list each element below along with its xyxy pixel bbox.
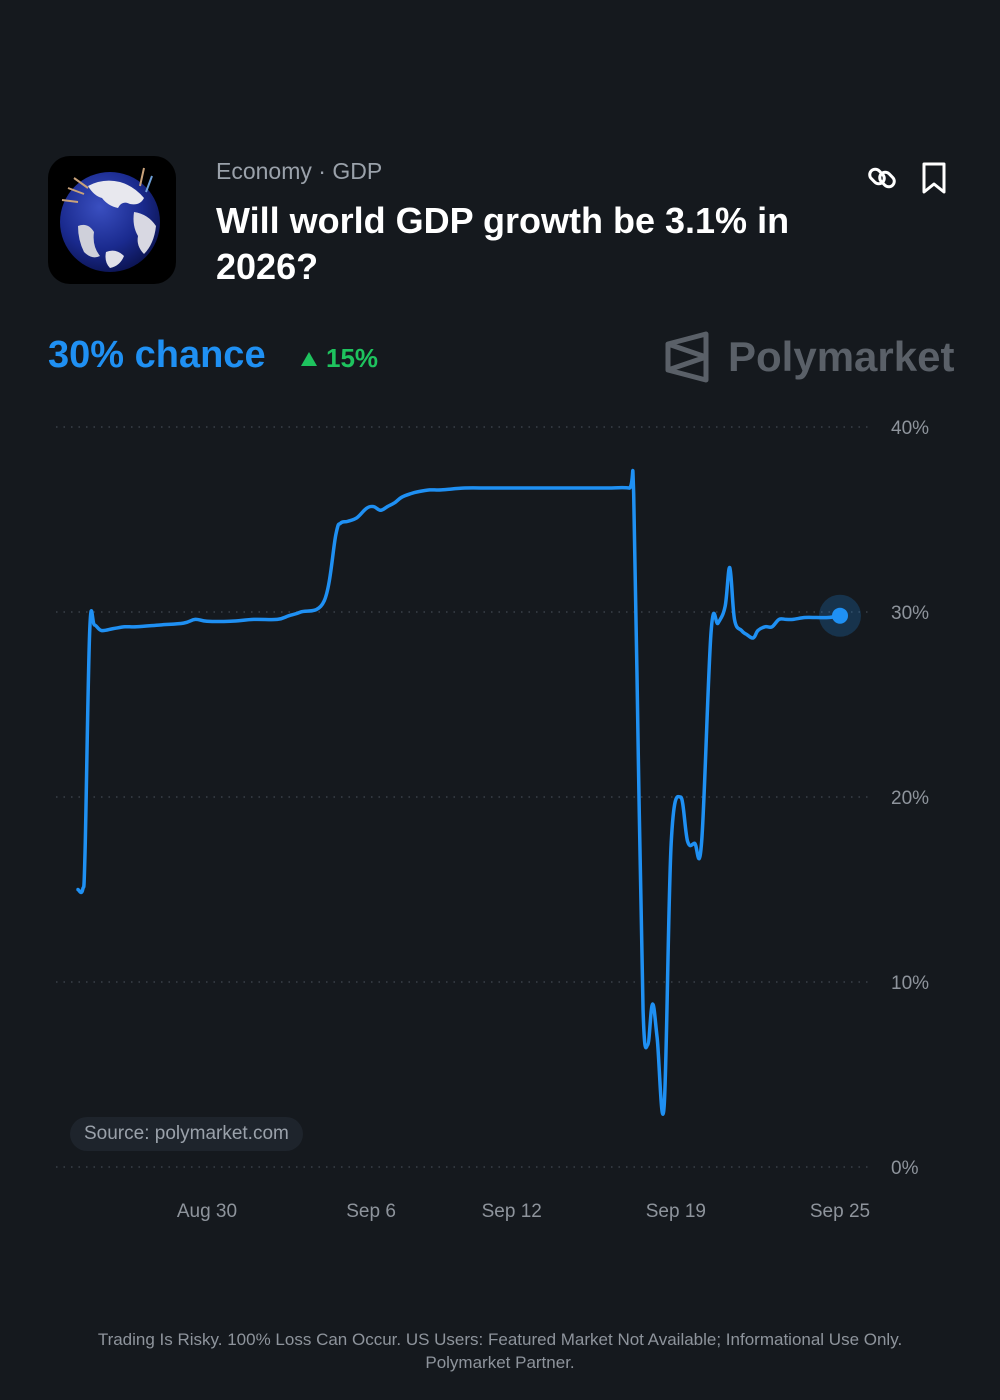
change-indicator: 15% [300, 343, 378, 374]
polymarket-logo-icon [665, 331, 709, 383]
y-tick-label: 30% [891, 603, 929, 624]
market-thumbnail [48, 156, 176, 284]
disclaimer-line-1: Trading Is Risky. 100% Loss Can Occur. U… [97, 1330, 903, 1349]
disclaimer-line-2: Polymarket Partner. [425, 1353, 575, 1372]
y-tick-label: 40% [891, 418, 929, 439]
chance-value: 30% chance [48, 334, 266, 376]
x-tick-label: Aug 30 [177, 1201, 237, 1222]
y-tick-label: 20% [891, 788, 929, 809]
change-value: 15% [326, 343, 379, 373]
y-tick-label: 0% [891, 1158, 919, 1179]
x-tick-label: Sep 12 [482, 1201, 542, 1222]
disclaimer: Trading Is Risky. 100% Loss Can Occur. U… [40, 1328, 960, 1374]
polymarket-brand: Polymarket [664, 330, 954, 384]
bookmark-icon [922, 162, 946, 194]
x-tick-label: Sep 25 [810, 1201, 870, 1222]
copy-link-button[interactable] [864, 160, 900, 196]
series-line [76, 469, 842, 1117]
bookmark-button[interactable] [916, 160, 952, 196]
y-tick-label: 10% [891, 973, 929, 994]
market-category: Economy · GDP [216, 158, 383, 184]
globe-image [60, 167, 160, 272]
market-question: Will world GDP growth be 3.1% in 2026? [216, 200, 790, 287]
source-label: Source: polymarket.com [70, 1117, 303, 1151]
x-tick-label: Sep 6 [346, 1201, 396, 1222]
current-point [832, 607, 848, 624]
triangle-up-icon [301, 351, 317, 366]
brand-name: Polymarket [728, 333, 955, 380]
link-icon [868, 167, 896, 189]
x-tick-label: Sep 19 [646, 1201, 706, 1222]
